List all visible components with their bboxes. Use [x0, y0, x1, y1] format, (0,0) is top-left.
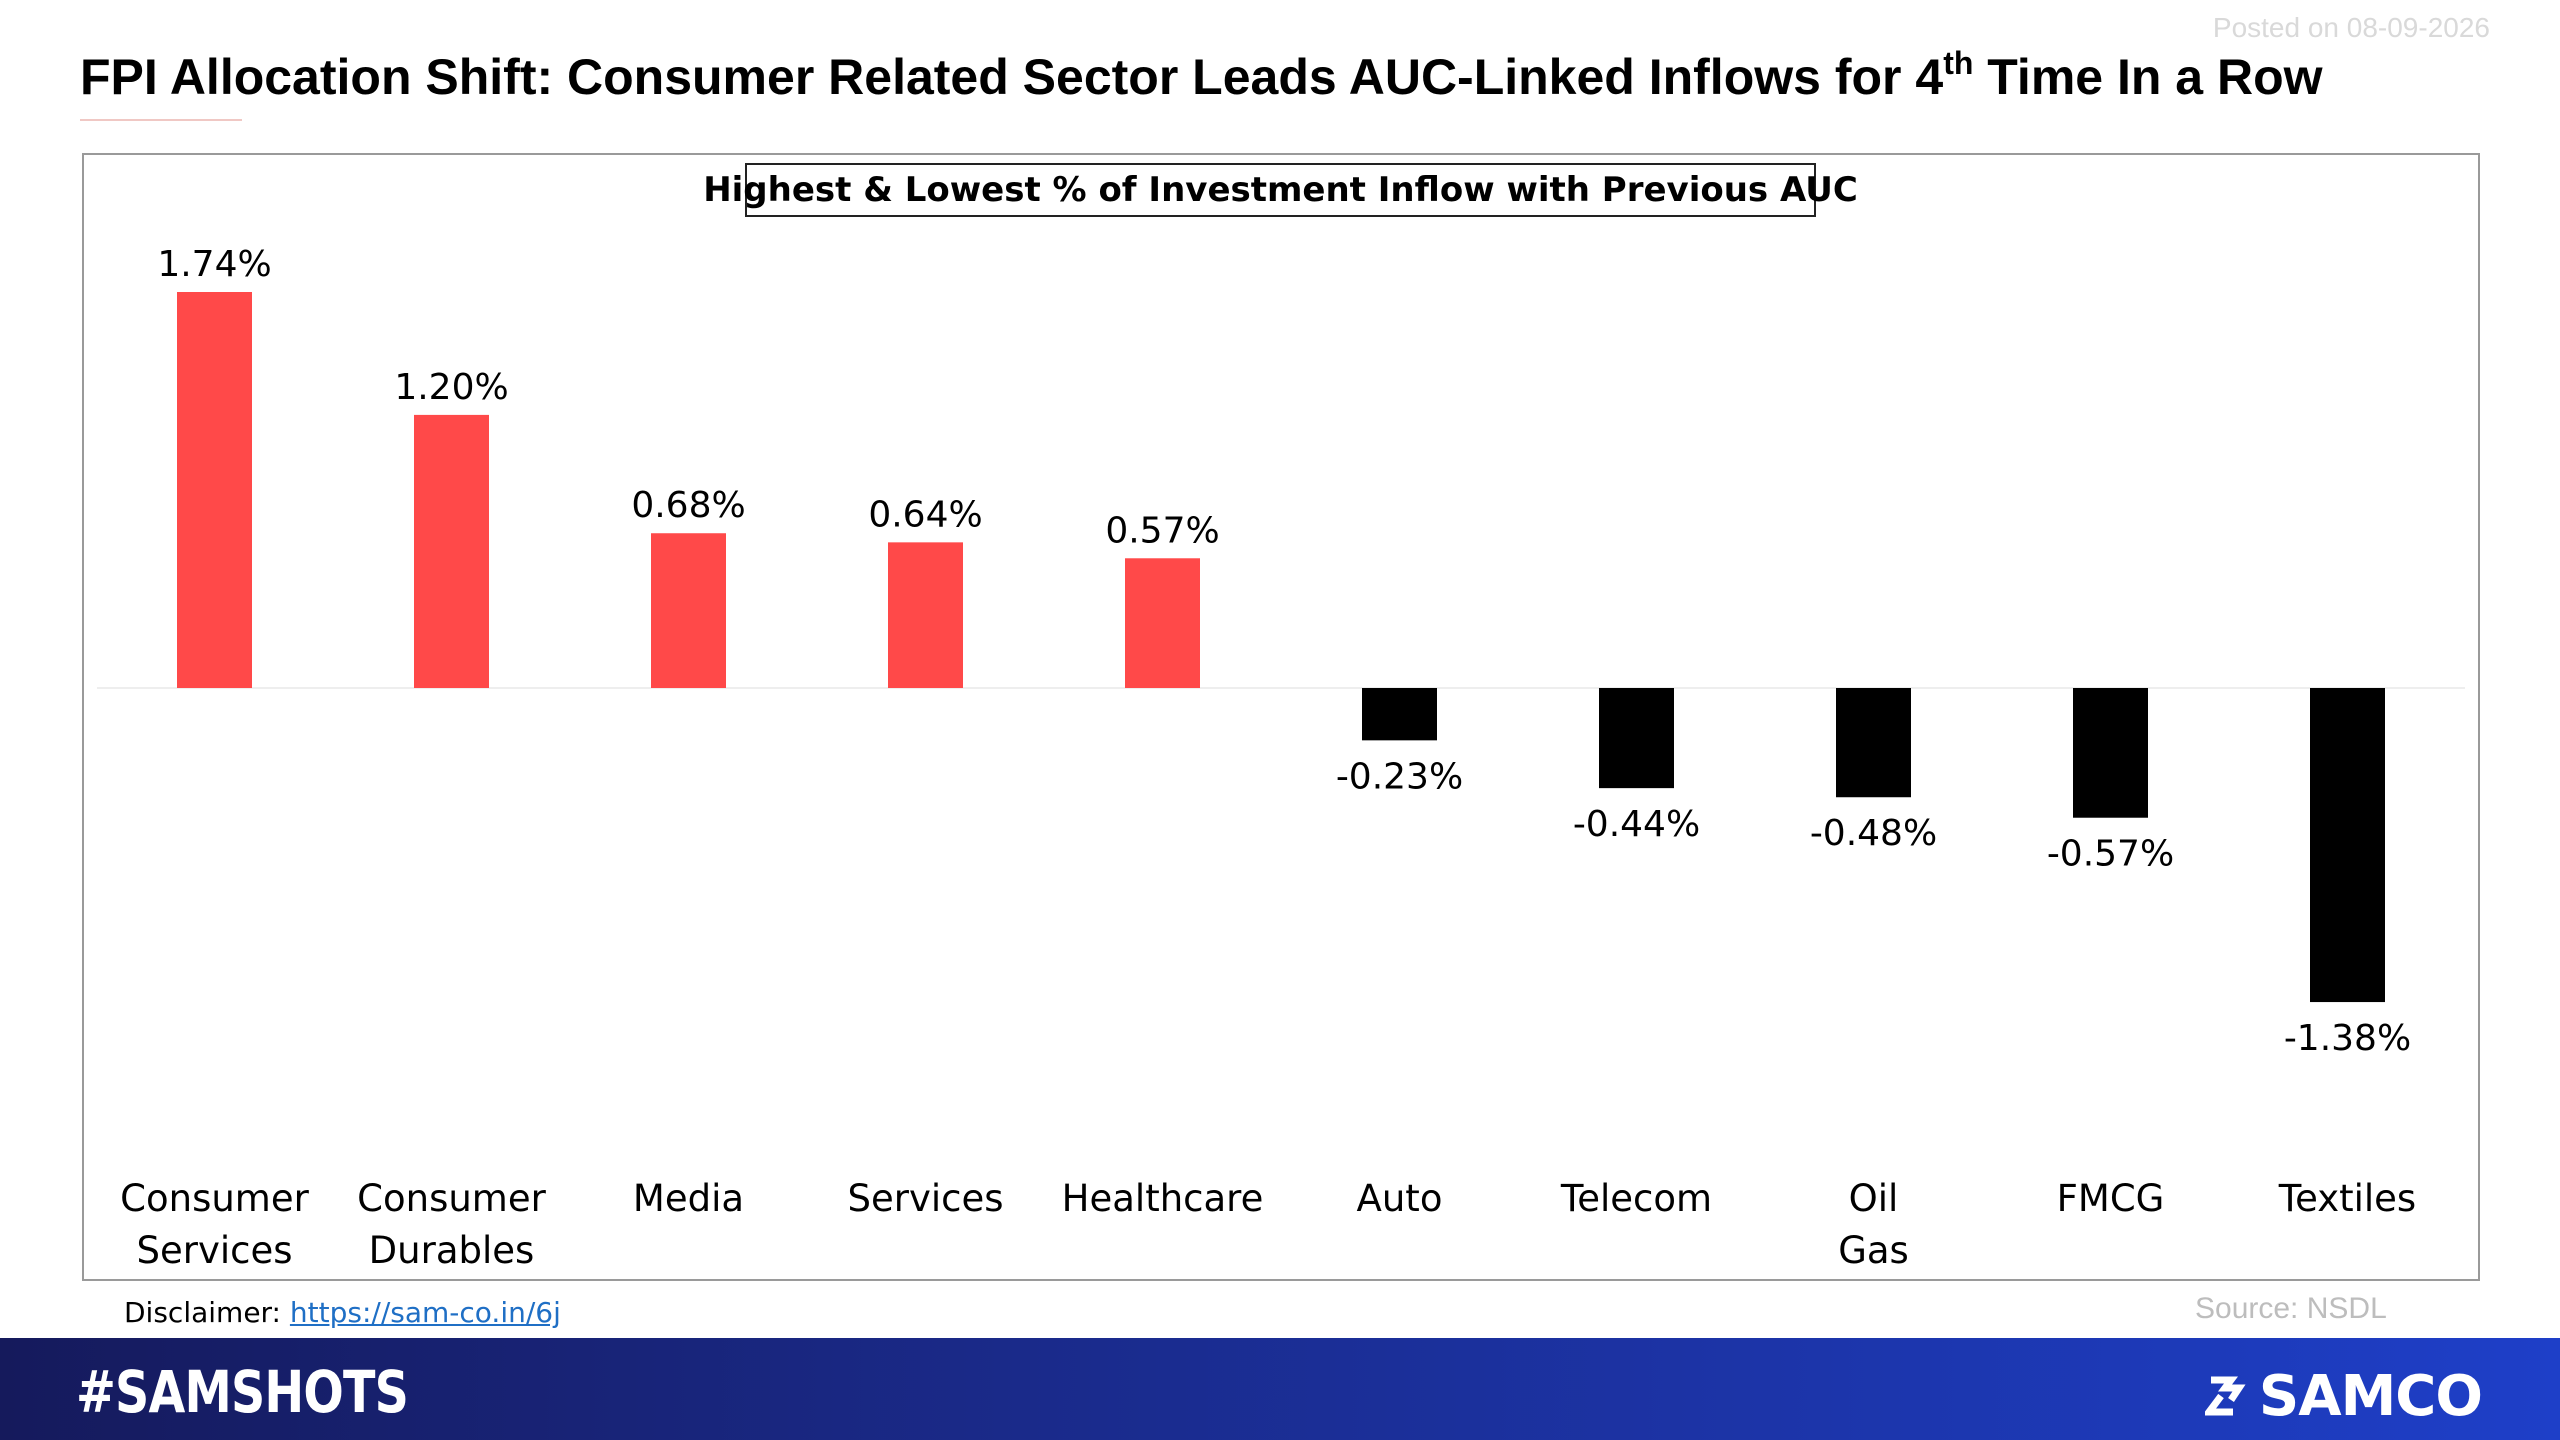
disclaimer-link[interactable]: https://sam-co.in/6j	[289, 1296, 561, 1329]
bar-consumer-services	[177, 292, 252, 688]
bar-fmcg	[2073, 688, 2148, 818]
category-label: Oil	[1849, 1177, 1899, 1220]
title-underline	[80, 119, 242, 121]
category-label: Healthcare	[1062, 1177, 1264, 1220]
bar-services	[888, 542, 963, 688]
posted-date: Posted on 08-09-2026	[2212, 12, 2490, 43]
data-label: 1.20%	[394, 367, 508, 408]
title-superscript: th	[1943, 45, 1974, 82]
data-label: -0.23%	[1336, 756, 1463, 797]
bar-media	[651, 533, 726, 688]
data-label: 1.74%	[157, 244, 271, 285]
title-text-end: Time In a Row	[1973, 49, 2323, 105]
data-label: 0.57%	[1105, 510, 1219, 551]
samco-logo-icon	[2204, 1376, 2246, 1415]
category-label: Consumer	[357, 1177, 546, 1220]
category-label: Media	[633, 1177, 744, 1220]
category-label: Textiles	[2278, 1177, 2416, 1220]
category-label: Services	[847, 1177, 1003, 1220]
disclaimer: Disclaimer: https://sam-co.in/6j	[124, 1296, 561, 1329]
bar-chart: 1.74% Consumer Services 1.20% Consumer Durabl…	[97, 244, 2465, 1272]
category-label: Telecom	[1560, 1177, 1712, 1220]
category-label: Consumer	[120, 1177, 309, 1220]
category-label: Durables	[369, 1229, 535, 1272]
category-label: FMCG	[2057, 1177, 2165, 1220]
brand-name: SAMCO	[2258, 1364, 2483, 1429]
bar-healthcare	[1125, 558, 1200, 688]
brand-logo: SAMCO	[2204, 1364, 2483, 1429]
data-label: -1.38%	[2284, 1018, 2411, 1059]
category-label: Gas	[1838, 1229, 1909, 1272]
page-title: FPI Allocation Shift: Consumer Related S…	[80, 45, 2520, 106]
data-label: -0.44%	[1573, 804, 1700, 845]
data-label: -0.48%	[1810, 813, 1937, 854]
footer-hashtag: #SAMSHOTS	[76, 1358, 409, 1426]
chart-title: Highest & Lowest % of Investment Inflow …	[703, 163, 1858, 217]
bar-auto	[1362, 688, 1437, 741]
category-label: Services	[136, 1229, 292, 1272]
data-label: 0.68%	[631, 485, 745, 526]
category-label: Auto	[1357, 1177, 1443, 1220]
bar-textiles	[2310, 688, 2385, 1003]
chart-frame	[82, 153, 2480, 1281]
data-label: 0.64%	[868, 494, 982, 535]
bar-oil-gas	[1836, 688, 1911, 798]
source-note: Source: NSDL	[2195, 1292, 2387, 1325]
disclaimer-label: Disclaimer:	[124, 1296, 290, 1329]
bar-telecom	[1599, 688, 1674, 789]
bar-consumer-durables	[414, 414, 489, 688]
data-label: -0.57%	[2047, 834, 2174, 875]
footer-bar	[0, 1338, 2560, 1440]
title-text: FPI Allocation Shift: Consumer Related S…	[80, 49, 1944, 105]
